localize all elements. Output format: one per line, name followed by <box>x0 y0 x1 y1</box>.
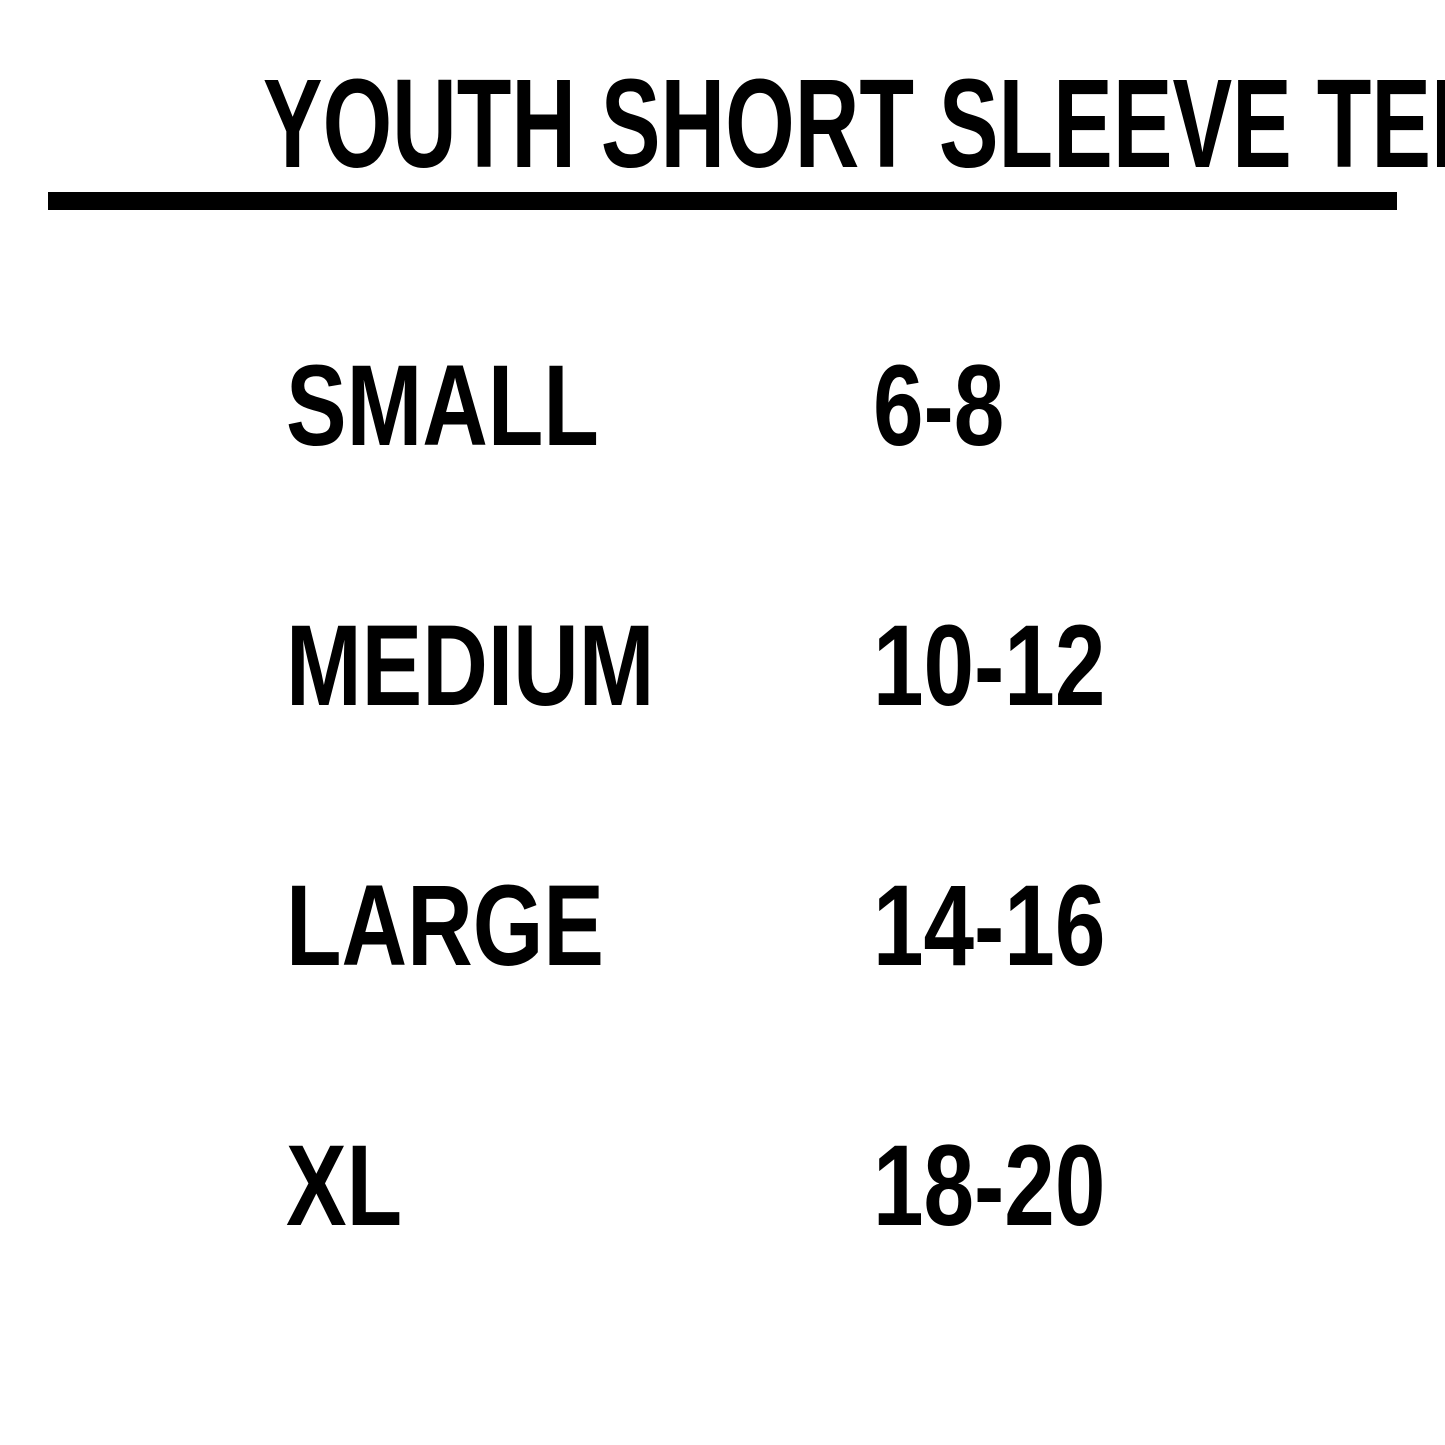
size-label-small: SMALL <box>286 342 599 470</box>
size-label-medium: MEDIUM <box>286 602 655 730</box>
size-row-small: SMALL 6-8 <box>0 349 1445 479</box>
size-row-xl: XL 18-20 <box>0 1129 1445 1259</box>
size-range-small: 6-8 <box>873 342 1005 470</box>
size-label-large: LARGE <box>286 862 604 990</box>
size-range-medium: 10-12 <box>873 602 1106 730</box>
size-range-xl: 18-20 <box>873 1122 1106 1250</box>
size-range-large: 14-16 <box>873 862 1106 990</box>
title-row: YOUTH SHORT SLEEVE TEES <box>0 61 1445 187</box>
size-row-medium: MEDIUM 10-12 <box>0 609 1445 739</box>
size-row-large: LARGE 14-16 <box>0 869 1445 999</box>
page-title: YOUTH SHORT SLEEVE TEES <box>262 53 1445 194</box>
size-label-xl: XL <box>286 1122 403 1250</box>
title-underline-rule <box>48 192 1397 210</box>
